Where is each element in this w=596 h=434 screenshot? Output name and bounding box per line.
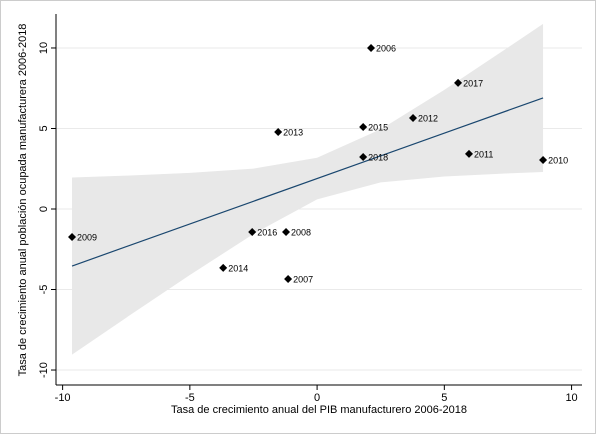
point	[282, 228, 291, 237]
point-label: 2018	[368, 152, 388, 162]
point-label: 2009	[77, 232, 97, 242]
point	[284, 275, 293, 284]
fit-line	[71, 97, 544, 267]
y-tick-label: 0	[38, 206, 50, 212]
point-label: 2012	[418, 113, 438, 123]
point-label: 2016	[257, 227, 277, 237]
point	[359, 152, 368, 161]
point	[465, 149, 474, 158]
x-tick-label: 5	[441, 392, 447, 404]
y-tick-label: 10	[38, 42, 50, 54]
x-axis-label: Tasa de crecimiento anual del PIB manufa…	[171, 404, 467, 416]
point-label: 2015	[368, 122, 388, 132]
point-label: 2007	[293, 274, 313, 284]
y-axis-label: Tasa de crecimiento anual población ocup…	[17, 24, 29, 377]
y-tick-label: -10	[38, 362, 50, 378]
y-tick-label: -5	[38, 285, 50, 295]
point	[454, 78, 463, 87]
point	[359, 123, 368, 132]
x-tick-label: 10	[565, 392, 577, 404]
point	[68, 233, 77, 242]
point-label: 2013	[283, 127, 303, 137]
point-label: 2014	[228, 263, 248, 273]
x-tick-label: 0	[314, 392, 320, 404]
point-label: 2010	[548, 155, 568, 165]
confidence-band	[72, 23, 544, 355]
x-tick-label: -10	[55, 392, 71, 404]
point	[219, 263, 228, 272]
point	[539, 156, 548, 165]
point	[274, 128, 283, 137]
point-label: 2017	[463, 78, 483, 88]
y-tick-label: 5	[38, 125, 50, 131]
point	[367, 43, 376, 52]
point-label: 2008	[291, 227, 311, 237]
x-tick-label: -5	[185, 392, 195, 404]
point-label: 2011	[474, 149, 493, 159]
point-label: 2006	[376, 43, 396, 53]
point	[248, 228, 257, 237]
point	[409, 114, 418, 123]
